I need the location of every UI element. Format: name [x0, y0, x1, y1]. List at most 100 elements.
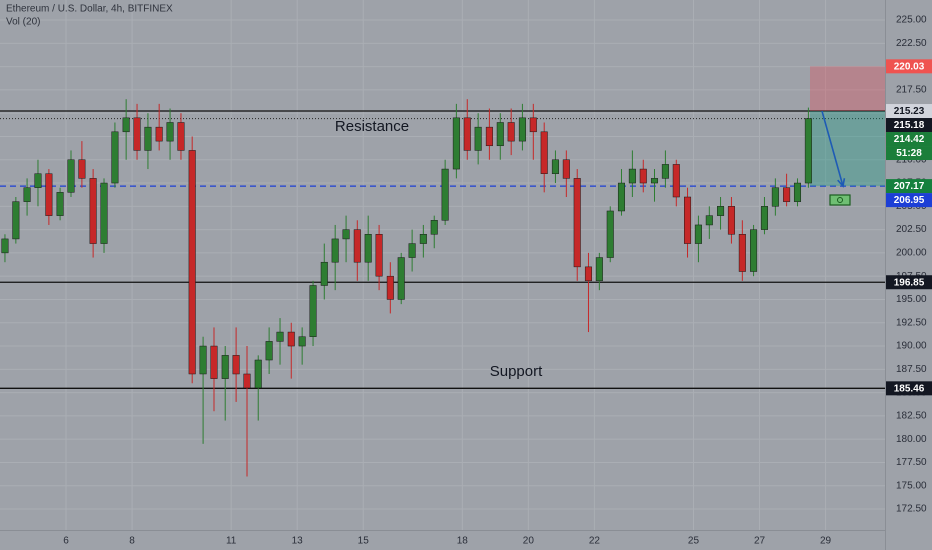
arrow-head — [837, 178, 846, 188]
candle-body — [661, 164, 669, 179]
candle-body — [177, 122, 185, 151]
candle-body — [606, 210, 614, 258]
x-tick-label: 27 — [754, 536, 766, 547]
y-tick-label: 202.50 — [896, 224, 927, 235]
candle-body — [529, 117, 537, 133]
candle-body — [67, 159, 75, 193]
candle-body — [639, 168, 647, 184]
candle-body — [760, 206, 768, 230]
candle-body — [397, 257, 405, 300]
y-tick-label: 177.50 — [896, 457, 927, 468]
candle-body — [221, 355, 229, 379]
price-tag-label: 220.03 — [894, 61, 925, 72]
candle-body — [573, 178, 581, 268]
candle-body — [210, 345, 218, 379]
candle-body — [507, 122, 515, 142]
icon-frame — [829, 194, 851, 206]
x-tick-label: 11 — [226, 536, 237, 547]
price-tag — [886, 59, 932, 74]
price-tag — [886, 132, 932, 147]
candle-body — [23, 187, 31, 202]
candle-body — [78, 159, 86, 179]
candle-body — [254, 359, 262, 389]
icon-dot — [837, 197, 843, 203]
countdown-label: 51:28 — [896, 148, 922, 159]
candle-body — [353, 229, 361, 263]
candle-body — [144, 126, 152, 151]
candle-body — [684, 196, 692, 244]
candle-body — [793, 182, 802, 202]
candle-body — [309, 285, 317, 337]
y-tick-label: 217.50 — [896, 85, 927, 96]
price-tag-label: 215.23 — [894, 106, 925, 117]
candle-body — [551, 159, 559, 174]
candle-body — [540, 131, 548, 174]
countdown-tag — [886, 146, 932, 161]
candle-body — [408, 243, 416, 258]
y-tick-label: 182.50 — [896, 411, 927, 422]
candle-body — [89, 178, 97, 244]
candle-body — [111, 131, 119, 184]
y-tick-label: 225.00 — [896, 15, 927, 26]
candle-body — [650, 178, 659, 184]
candle-body — [595, 257, 603, 282]
candle-body — [430, 220, 438, 235]
candle-body — [771, 187, 779, 207]
y-tick-label: 190.00 — [896, 341, 927, 352]
candle-body — [56, 192, 64, 216]
candle-body — [783, 187, 791, 202]
x-tick-label: 6 — [63, 536, 69, 547]
x-tick-label: 8 — [129, 536, 135, 547]
candle-body — [717, 206, 725, 216]
y-tick-label: 200.00 — [896, 248, 927, 259]
candle-body — [45, 173, 53, 216]
candle-body — [166, 122, 174, 142]
y-tick-label: 175.00 — [896, 480, 927, 491]
candle-body — [474, 126, 482, 151]
price-tag-label: 206.95 — [894, 195, 925, 206]
price-tag-label: 196.85 — [894, 277, 925, 288]
indicator-label: Vol (20) — [6, 17, 40, 28]
y-tick-label: 172.50 — [896, 504, 927, 515]
candle-body — [496, 122, 504, 147]
candle-body — [375, 234, 383, 277]
candle-body — [133, 117, 141, 151]
target-icon — [829, 194, 851, 206]
price-tag-label: 185.46 — [894, 383, 925, 394]
candle-body — [617, 182, 626, 212]
price-tag — [886, 104, 932, 119]
price-tag — [886, 275, 932, 290]
target-zone — [810, 111, 885, 187]
candle-body — [738, 234, 746, 272]
short-position — [810, 66, 885, 188]
y-tick-label: 192.50 — [896, 317, 927, 328]
candle-body — [287, 331, 295, 347]
chart-title: Ethereum / U.S. Dollar, 4h, BITFINEX — [6, 4, 173, 15]
candles — [1, 99, 812, 477]
price-tag — [886, 193, 932, 208]
y-tick-label: 222.50 — [896, 38, 927, 49]
candle-body — [265, 341, 273, 361]
candle-body — [100, 182, 108, 244]
x-tick-label: 22 — [589, 536, 601, 547]
candle-body — [672, 164, 680, 198]
x-tick-label: 29 — [820, 536, 832, 547]
candle-body — [584, 266, 592, 282]
candle-body — [694, 224, 702, 244]
candle-body — [122, 117, 130, 133]
candle-body — [331, 238, 339, 263]
price-tag — [886, 381, 932, 396]
forecast-arrow — [821, 110, 844, 187]
candle-body — [155, 126, 163, 142]
candle-body — [562, 159, 570, 179]
candle-body — [386, 275, 394, 300]
price-tags: 220.03 215.23 215.18 214.42 51:28 207.17 206.9… — [886, 59, 932, 396]
x-tick-label: 15 — [358, 536, 370, 547]
candle-body — [232, 355, 240, 375]
annotation: Resistance — [335, 118, 409, 135]
candle-body — [342, 229, 350, 240]
candle-body — [518, 117, 526, 142]
candle-body — [199, 345, 207, 375]
